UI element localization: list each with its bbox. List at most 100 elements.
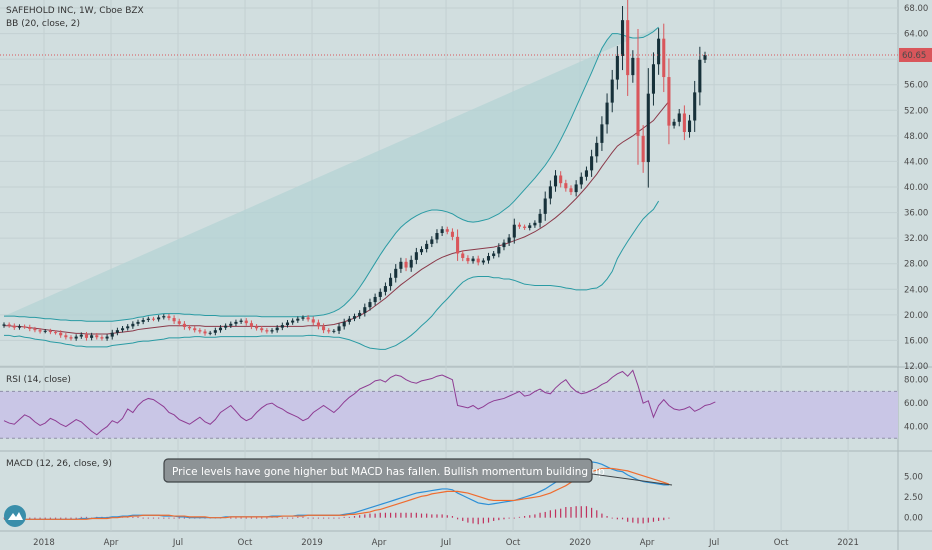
candle-body [543, 198, 547, 214]
macd-histogram-bar [307, 517, 309, 519]
candle-body [285, 322, 290, 326]
candle-body [538, 213, 542, 223]
macd-histogram-bar [39, 517, 41, 519]
x-tick-label: 2021 [837, 538, 859, 548]
candle-body [249, 323, 253, 327]
macd-histogram-bar [353, 516, 356, 518]
last-price-label: 60.65 [902, 51, 926, 61]
bb-upper-line [4, 26, 659, 322]
price-pane [0, 0, 898, 350]
candle-body [177, 321, 181, 324]
macd-histogram-bar [632, 517, 634, 523]
macd-indicator-label: MACD (12, 26, close, 9) [6, 459, 112, 469]
candle-body [218, 327, 223, 331]
candle-body [636, 57, 640, 136]
candle-body [193, 328, 197, 331]
candle-body [693, 92, 697, 121]
macd-histogram-bar [34, 517, 36, 519]
candle-body [502, 242, 506, 248]
macd-histogram-bar [132, 516, 134, 518]
candle-body [291, 320, 295, 323]
candle-body [224, 325, 228, 328]
macd-tick-label: 2.50 [904, 493, 923, 503]
bb-basis-line [4, 101, 670, 335]
candle-body [347, 318, 351, 322]
candle-body [631, 57, 635, 76]
candle-body [352, 316, 357, 319]
macd-histogram-bar [312, 517, 314, 519]
candle-body [456, 236, 460, 254]
chart-title: SAFEHOLD INC, 1W, Cboe BZX [6, 6, 144, 16]
candle-body [466, 257, 470, 262]
macd-histogram-bar [487, 517, 490, 523]
macd-histogram-bar [178, 517, 180, 519]
candle-body [383, 286, 387, 292]
candle-body [425, 243, 429, 250]
candle-body [507, 237, 511, 243]
x-tick-label: Oct [774, 538, 789, 548]
candle-body [533, 222, 537, 226]
x-tick-label: Jul [440, 538, 451, 548]
macd-histogram-bar [627, 517, 629, 522]
macd-histogram-bar [85, 516, 88, 518]
macd-histogram-bar [580, 506, 582, 518]
price-tick-label: 56.00 [904, 81, 928, 91]
macd-histogram-bar [70, 517, 72, 519]
tradingview-logo [4, 505, 26, 527]
last-price-badge [899, 47, 932, 62]
candle-body [84, 334, 89, 338]
candle-body [641, 135, 645, 163]
x-tick-label: Jul [172, 538, 183, 548]
macd-histogram-bar [405, 512, 407, 518]
candle-body [471, 258, 475, 262]
annotation-callout[interactable]: Price levels have gone higher but MACD h… [163, 458, 605, 483]
candle-body [100, 337, 104, 339]
candle-body [115, 330, 119, 333]
macd-histogram-bar [230, 517, 232, 519]
candle-body [260, 328, 264, 331]
candle-body [167, 316, 171, 319]
candle-body [198, 330, 202, 332]
macd-histogram-bar [80, 516, 82, 518]
candle-body [43, 330, 47, 332]
macd-histogram-bar [163, 517, 165, 519]
candle-body [497, 247, 501, 254]
candle-body [208, 332, 212, 334]
macd-histogram-bar [436, 514, 438, 518]
price-tick-label: 44.00 [904, 157, 928, 167]
macd-histogram-bar [245, 517, 247, 519]
candle-body [265, 330, 269, 332]
candle-body [188, 327, 192, 329]
macd-histogram-bar [498, 517, 500, 521]
macd-histogram-bar [147, 517, 149, 519]
macd-histogram-bar [29, 517, 31, 519]
macd-histogram-bar [663, 517, 665, 521]
rsi-tick-label: 80.00 [904, 376, 928, 386]
candle-body [59, 332, 63, 336]
macd-histogram-bar [317, 517, 320, 519]
annotation-text: Price levels have gone higher but MACD h… [172, 466, 605, 478]
rsi-line [3, 369, 716, 436]
candle-body [332, 330, 336, 332]
candle-body [280, 325, 284, 328]
logo-mountain-icon [8, 512, 23, 520]
macd-histogram-bar [328, 517, 330, 519]
candle-body [389, 277, 393, 287]
macd-tick-label: 0.00 [904, 514, 923, 524]
macd-histogram-bar [49, 517, 51, 519]
macd-histogram-bar [529, 515, 531, 518]
candle-body [7, 324, 11, 326]
candle-body [620, 20, 625, 56]
macd-histogram-bar [560, 508, 562, 518]
candle-body [146, 318, 150, 320]
candle-body [605, 102, 609, 125]
candle-body [12, 325, 16, 328]
candle-body [95, 335, 99, 338]
macd-histogram-bar [482, 517, 484, 524]
candle-body [677, 113, 681, 122]
rsi-tick-label: 60.00 [904, 399, 928, 409]
candle-body [172, 318, 176, 322]
price-tick-label: 64.00 [904, 30, 928, 40]
rsi-band-fill [0, 391, 898, 439]
